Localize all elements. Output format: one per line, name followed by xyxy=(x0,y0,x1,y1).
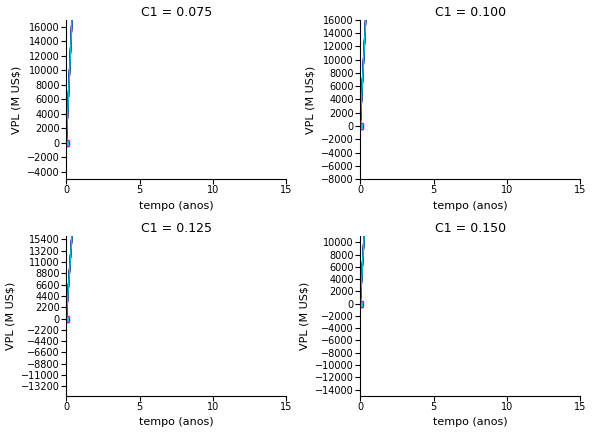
Title: C1 = 0.125: C1 = 0.125 xyxy=(141,222,212,235)
Title: C1 = 0.075: C1 = 0.075 xyxy=(141,6,212,19)
Y-axis label: VPL (M US$): VPL (M US$) xyxy=(12,65,22,133)
X-axis label: tempo (anos): tempo (anos) xyxy=(139,417,214,427)
Y-axis label: VPL (M US$): VPL (M US$) xyxy=(5,282,15,350)
X-axis label: tempo (anos): tempo (anos) xyxy=(433,417,507,427)
Y-axis label: VPL (M US$): VPL (M US$) xyxy=(300,282,310,350)
X-axis label: tempo (anos): tempo (anos) xyxy=(139,201,214,211)
X-axis label: tempo (anos): tempo (anos) xyxy=(433,201,507,211)
Title: C1 = 0.150: C1 = 0.150 xyxy=(435,222,506,235)
Title: C1 = 0.100: C1 = 0.100 xyxy=(435,6,506,19)
Y-axis label: VPL (M US$): VPL (M US$) xyxy=(305,65,316,133)
